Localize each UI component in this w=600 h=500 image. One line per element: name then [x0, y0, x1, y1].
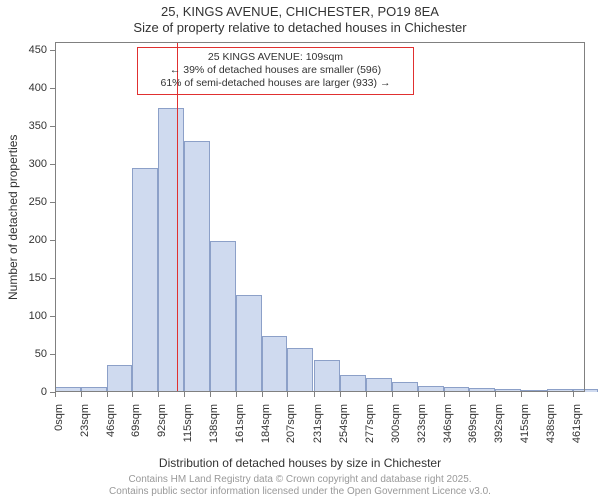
histogram-bar [392, 382, 418, 392]
y-tick [50, 202, 55, 203]
x-axis-label: Distribution of detached houses by size … [0, 456, 600, 470]
histogram-bar [132, 168, 158, 392]
x-tick [469, 392, 470, 397]
histogram-bar [314, 360, 340, 392]
x-tick [184, 392, 185, 397]
x-tick-label: 207sqm [285, 404, 297, 443]
histogram-bar [469, 388, 495, 392]
y-tick-label: 100 [29, 310, 47, 322]
y-tick [50, 164, 55, 165]
y-axis-label: Number of detached properties [6, 134, 20, 299]
histogram-bar [236, 295, 262, 392]
histogram-bar [340, 375, 366, 392]
x-tick [521, 392, 522, 397]
x-tick [444, 392, 445, 397]
x-tick [418, 392, 419, 397]
y-tick-label: 350 [29, 120, 47, 132]
histogram-bar [287, 348, 313, 392]
annotation-line-2: 61% of semi-detached houses are larger (… [138, 77, 413, 90]
x-tick-label: 415sqm [519, 404, 531, 443]
annotation-line-0: 25 KINGS AVENUE: 109sqm [138, 51, 413, 64]
y-tick-label: 300 [29, 158, 47, 170]
x-tick-label: 69sqm [130, 404, 142, 437]
x-tick [81, 392, 82, 397]
histogram-bar [547, 389, 573, 392]
y-tick-label: 0 [41, 386, 47, 398]
y-tick [50, 126, 55, 127]
x-tick-label: 277sqm [364, 404, 376, 443]
histogram-bar [366, 378, 392, 392]
property-size-marker [177, 42, 179, 392]
y-tick [50, 50, 55, 51]
x-tick-label: 369sqm [467, 404, 479, 443]
x-tick-label: 461sqm [571, 404, 583, 443]
x-tick [366, 392, 367, 397]
x-tick [392, 392, 393, 397]
y-tick-label: 250 [29, 196, 47, 208]
histogram-bar [184, 141, 210, 392]
x-tick [210, 392, 211, 397]
x-tick-label: 161sqm [234, 404, 246, 443]
x-tick [262, 392, 263, 397]
histogram-bar [444, 387, 470, 392]
x-tick [573, 392, 574, 397]
chart-title-sub: Size of property relative to detached ho… [0, 20, 600, 36]
x-tick-label: 23sqm [79, 404, 91, 437]
histogram-bar [55, 387, 81, 392]
histogram-bar [107, 365, 133, 392]
x-tick-label: 392sqm [493, 404, 505, 443]
x-tick [158, 392, 159, 397]
histogram-bar [418, 386, 444, 392]
x-tick-label: 323sqm [416, 404, 428, 443]
y-tick-label: 150 [29, 272, 47, 284]
x-tick-label: 46sqm [105, 404, 117, 437]
license-text: Contains HM Land Registry data © Crown c… [0, 474, 600, 498]
y-tick [50, 354, 55, 355]
y-tick-label: 200 [29, 234, 47, 246]
y-tick-label: 400 [29, 82, 47, 94]
x-tick [132, 392, 133, 397]
x-tick-label: 115sqm [182, 404, 194, 442]
x-tick-label: 138sqm [208, 404, 220, 443]
annotation-line-1: ← 39% of detached houses are smaller (59… [138, 64, 413, 77]
histogram-bar [81, 387, 107, 392]
x-tick-label: 346sqm [442, 404, 454, 443]
y-tick [50, 88, 55, 89]
x-tick-label: 184sqm [260, 404, 272, 443]
x-tick [340, 392, 341, 397]
plot-area: 0501001502002503003504004500sqm23sqm46sq… [55, 42, 585, 392]
histogram-bar [521, 390, 547, 392]
histogram-bar [158, 108, 184, 392]
y-tick [50, 240, 55, 241]
x-tick [547, 392, 548, 397]
license-line-2: Contains public sector information licen… [0, 486, 600, 498]
histogram-bar [573, 389, 599, 392]
x-tick [107, 392, 108, 397]
annotation-box: 25 KINGS AVENUE: 109sqm← 39% of detached… [137, 47, 414, 94]
x-tick [287, 392, 288, 397]
x-tick-label: 300sqm [390, 404, 402, 443]
histogram-bar [210, 241, 236, 392]
license-line-1: Contains HM Land Registry data © Crown c… [0, 474, 600, 486]
x-tick [55, 392, 56, 397]
x-tick-label: 92sqm [156, 404, 168, 437]
y-tick-label: 450 [29, 44, 47, 56]
x-tick [314, 392, 315, 397]
x-tick [495, 392, 496, 397]
x-tick-label: 254sqm [338, 404, 350, 443]
x-tick-label: 438sqm [545, 404, 557, 443]
x-tick-label: 0sqm [53, 404, 65, 431]
y-tick [50, 278, 55, 279]
histogram-bar [262, 336, 288, 392]
histogram-bar [495, 389, 521, 392]
chart-titles: 25, KINGS AVENUE, CHICHESTER, PO19 8EA S… [0, 4, 600, 37]
y-tick-label: 50 [35, 348, 47, 360]
x-tick-label: 231sqm [312, 404, 324, 443]
chart-title-main: 25, KINGS AVENUE, CHICHESTER, PO19 8EA [0, 4, 600, 20]
y-tick [50, 316, 55, 317]
x-tick [236, 392, 237, 397]
